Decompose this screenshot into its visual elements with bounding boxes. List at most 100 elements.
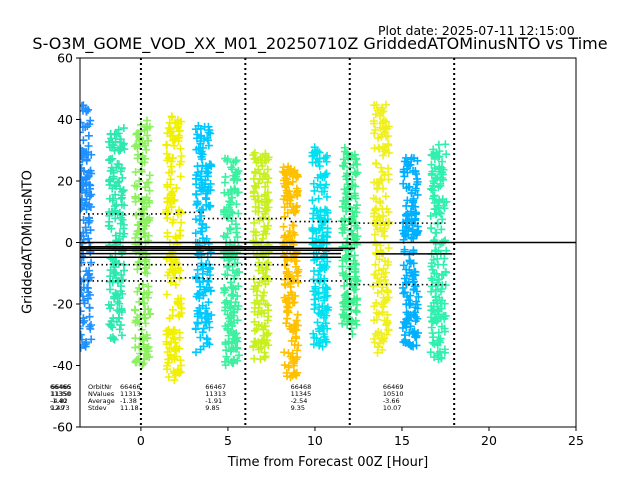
data-point bbox=[166, 278, 175, 287]
data-point bbox=[231, 220, 240, 229]
stats-label: OrbitNr bbox=[88, 383, 112, 391]
data-point bbox=[289, 327, 298, 336]
data-point bbox=[117, 270, 126, 279]
data-point bbox=[399, 289, 408, 298]
x-tick-label: 25 bbox=[568, 433, 584, 448]
data-point bbox=[408, 227, 417, 236]
data-point bbox=[293, 353, 302, 362]
data-point bbox=[438, 215, 447, 224]
data-point bbox=[142, 289, 151, 298]
data-point bbox=[322, 192, 331, 201]
data-point bbox=[286, 273, 295, 282]
data-point bbox=[437, 225, 446, 234]
data-point bbox=[177, 209, 186, 218]
data-point bbox=[414, 292, 423, 301]
data-point bbox=[312, 334, 321, 343]
data-point bbox=[427, 160, 436, 169]
data-point bbox=[281, 281, 290, 290]
data-point bbox=[198, 328, 207, 337]
data-point bbox=[440, 327, 449, 336]
data-point bbox=[167, 203, 176, 212]
data-point bbox=[165, 168, 174, 177]
data-point bbox=[176, 361, 185, 370]
data-point bbox=[80, 118, 85, 127]
data-point bbox=[428, 186, 437, 195]
data-point bbox=[143, 269, 152, 278]
data-point bbox=[433, 306, 442, 315]
data-point bbox=[282, 368, 291, 377]
data-point bbox=[369, 119, 378, 128]
stats-label: 66466 bbox=[120, 383, 141, 391]
data-point bbox=[434, 328, 443, 337]
data-point bbox=[176, 172, 185, 181]
data-point bbox=[224, 203, 233, 212]
data-point bbox=[262, 265, 271, 274]
data-point bbox=[229, 358, 238, 367]
data-point bbox=[140, 126, 149, 135]
data-point bbox=[378, 167, 387, 176]
data-point bbox=[352, 308, 361, 317]
data-point bbox=[176, 266, 185, 275]
data-point bbox=[440, 254, 449, 263]
data-point bbox=[192, 145, 201, 154]
data-point bbox=[191, 125, 200, 134]
data-point bbox=[413, 180, 422, 189]
data-point bbox=[249, 150, 258, 159]
data-point bbox=[382, 296, 391, 305]
data-point bbox=[117, 194, 126, 203]
data-point bbox=[426, 348, 435, 357]
data-point bbox=[112, 317, 121, 326]
data-point bbox=[165, 355, 174, 364]
data-point bbox=[411, 208, 420, 217]
data-point bbox=[293, 346, 302, 355]
data-point bbox=[191, 273, 200, 282]
data-point bbox=[339, 162, 348, 171]
data-point bbox=[403, 209, 412, 218]
data-point bbox=[82, 228, 91, 237]
data-point bbox=[406, 291, 415, 300]
data-point bbox=[409, 246, 418, 255]
data-point bbox=[206, 129, 215, 138]
data-point bbox=[402, 323, 411, 332]
data-point bbox=[413, 300, 422, 309]
data-point bbox=[85, 312, 94, 321]
stats-label: -3.66 bbox=[383, 397, 400, 405]
data-point bbox=[290, 298, 299, 307]
data-point bbox=[193, 306, 202, 315]
data-point bbox=[85, 303, 94, 312]
data-point bbox=[250, 326, 259, 335]
data-point bbox=[81, 188, 90, 197]
data-point bbox=[350, 168, 359, 177]
data-point bbox=[250, 218, 259, 227]
data-point bbox=[197, 176, 206, 185]
data-point bbox=[72, 271, 80, 279]
data-point bbox=[139, 196, 148, 205]
data-point bbox=[163, 365, 172, 374]
stats-label: 9.49 bbox=[50, 404, 64, 412]
data-point bbox=[381, 192, 390, 201]
data-point bbox=[227, 163, 236, 172]
data-point bbox=[377, 334, 386, 343]
data-point bbox=[261, 280, 270, 289]
data-point bbox=[225, 261, 234, 270]
data-point bbox=[410, 270, 419, 279]
data-point bbox=[118, 275, 127, 284]
data-point bbox=[407, 153, 416, 162]
data-point bbox=[131, 343, 140, 352]
data-point bbox=[263, 165, 272, 174]
data-point bbox=[349, 212, 358, 221]
data-point bbox=[283, 208, 292, 217]
data-point bbox=[109, 194, 118, 203]
data-point bbox=[229, 291, 238, 300]
data-point bbox=[378, 308, 387, 317]
data-point bbox=[119, 124, 128, 133]
data-point bbox=[292, 316, 301, 325]
data-point bbox=[279, 176, 288, 185]
data-point bbox=[166, 265, 175, 274]
data-point bbox=[405, 265, 414, 274]
data-point bbox=[80, 335, 86, 344]
data-point bbox=[233, 316, 242, 325]
data-point bbox=[257, 337, 266, 346]
swath-series-6 bbox=[249, 148, 273, 364]
data-point bbox=[162, 149, 171, 158]
